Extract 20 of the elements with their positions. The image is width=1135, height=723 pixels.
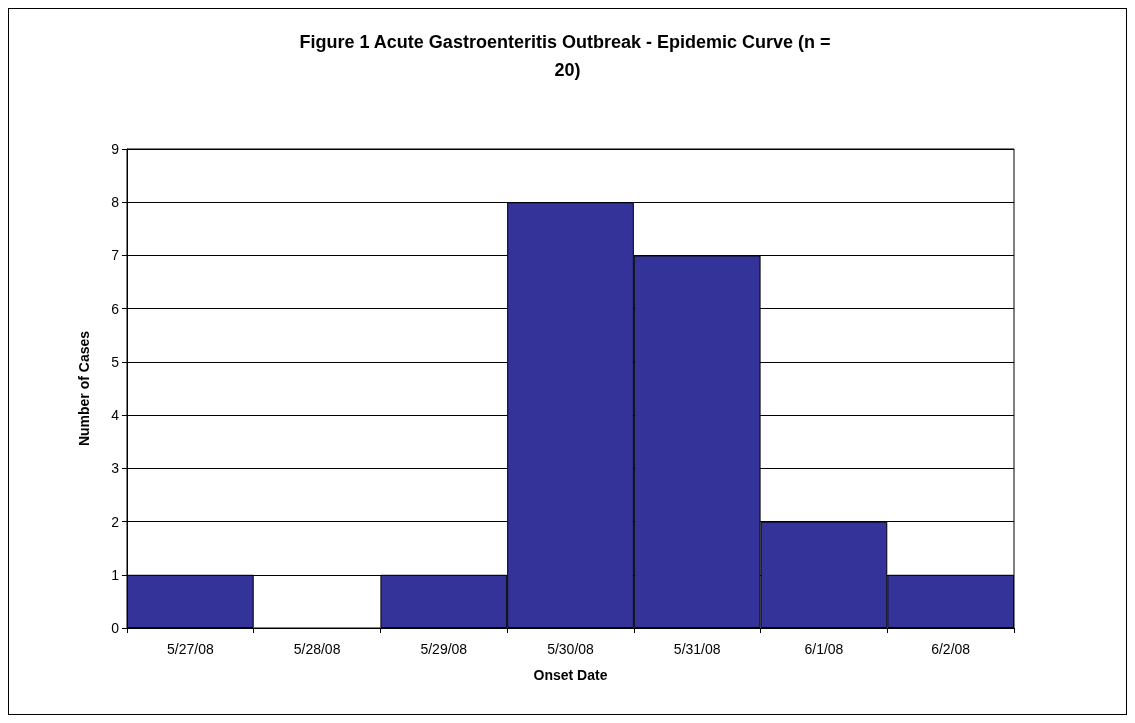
y-tick-label: 8 (111, 194, 120, 211)
x-tick-label: 5/29/08 (420, 641, 468, 657)
y-tick-label: 7 (111, 247, 120, 264)
x-axis-title: Onset Date (533, 667, 608, 683)
y-tick-label: 6 (111, 300, 120, 317)
y-tick-label: 9 (111, 141, 120, 157)
x-tick-label: 5/27/08 (167, 641, 214, 657)
y-tick-label: 2 (111, 513, 120, 530)
y-tick-label: 1 (111, 566, 120, 583)
x-tick-label: 6/1/08 (804, 641, 844, 657)
x-tick-label: 6/2/08 (931, 641, 971, 657)
y-axis-title: Number of Cases (76, 330, 92, 447)
y-tick-label: 4 (111, 407, 120, 424)
y-tick-label: 0 (111, 620, 120, 636)
chart-title: Figure 1 Acute Gastroenteritis Outbreak - Epidemic Curve (n = 20) (299, 32, 836, 80)
x-tick-label: 5/31/08 (673, 641, 721, 657)
x-tick-label: 5/30/08 (547, 641, 595, 657)
y-tick-label: 3 (111, 460, 120, 477)
x-tick-label: 5/28/08 (293, 641, 341, 657)
y-tick-label: 5 (111, 353, 120, 370)
